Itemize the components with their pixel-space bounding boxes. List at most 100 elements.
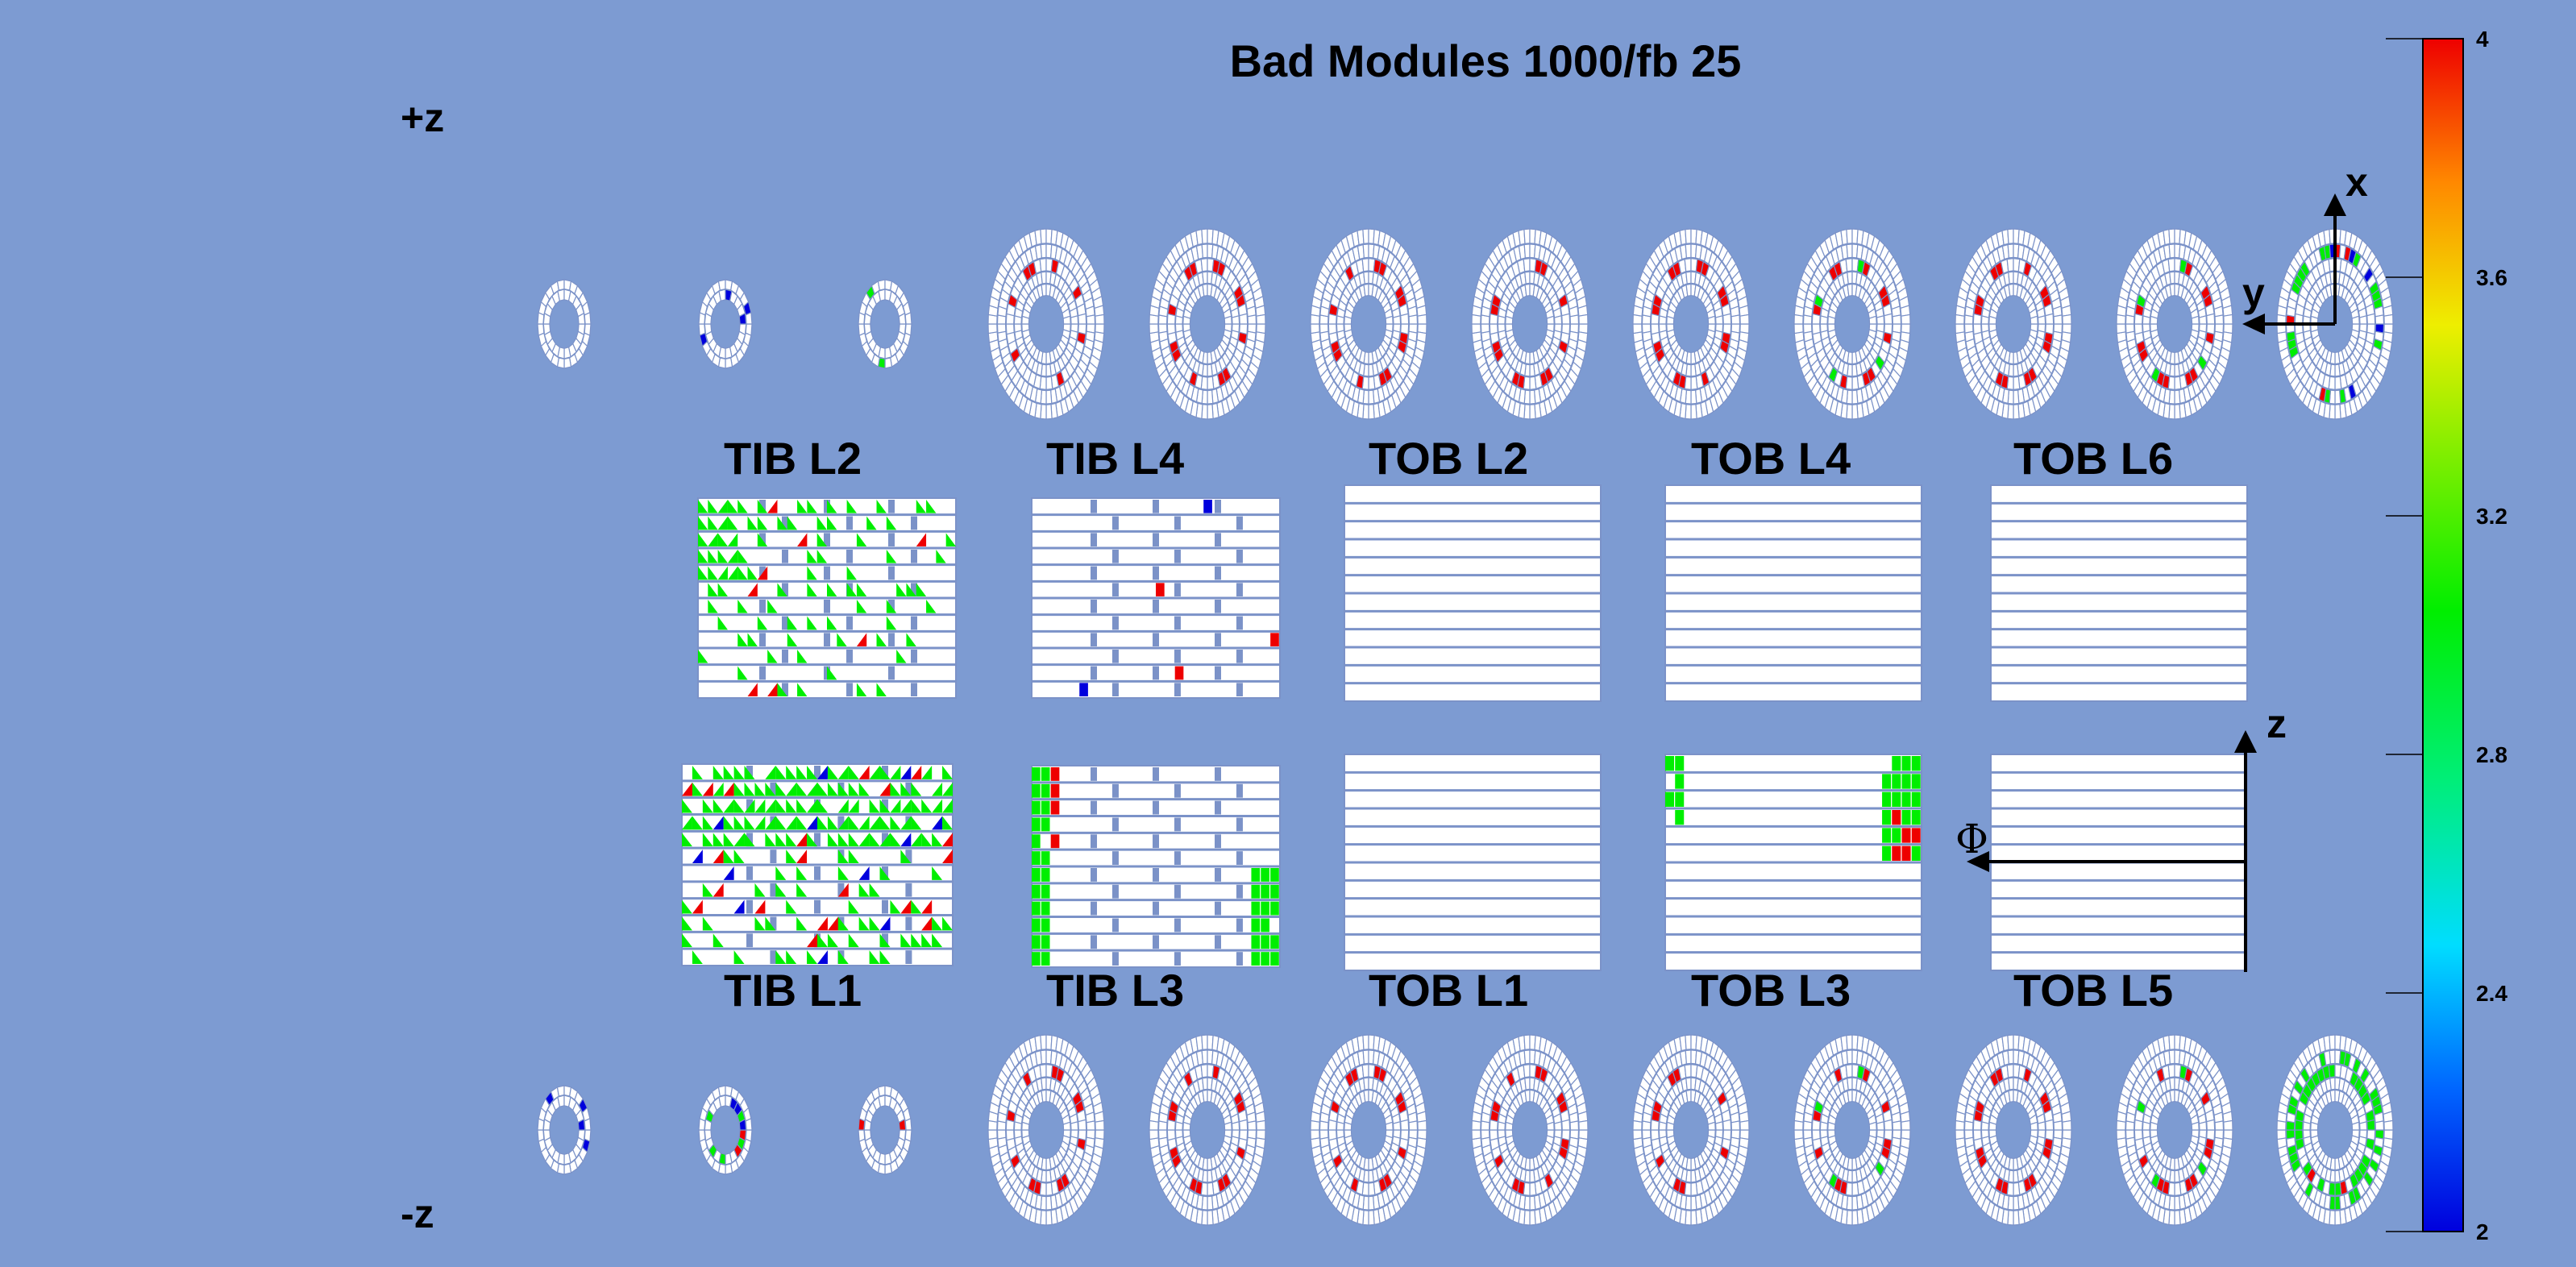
grid-tib-l2 — [697, 497, 957, 699]
grid-tib-l4 — [1031, 497, 1281, 699]
disk-module — [1201, 1049, 1208, 1065]
disk-module — [1045, 1210, 1053, 1226]
disk-module — [1811, 1129, 1821, 1141]
module-gap — [888, 633, 895, 646]
minus-z-label: -z — [401, 1191, 434, 1236]
disk-module — [1802, 323, 1813, 334]
endcap-disks-plus-z — [537, 228, 2394, 420]
disk-plus-z-3 — [858, 279, 912, 369]
disk-module — [563, 357, 572, 369]
module-gap — [911, 516, 917, 530]
disk-module — [1157, 1129, 1168, 1140]
disk-module — [2008, 271, 2014, 285]
disk-module — [1685, 1034, 1692, 1050]
disk-module — [556, 1085, 565, 1097]
module-gap — [911, 650, 917, 663]
module-gap — [1111, 683, 1119, 696]
disk-module — [2013, 363, 2019, 377]
module-gap — [1174, 616, 1181, 630]
disk-module — [1684, 1063, 1692, 1078]
disk-module — [1529, 1169, 1535, 1183]
disk-module — [1685, 243, 1692, 259]
disk-module — [2294, 1129, 2304, 1141]
disk-module — [2037, 315, 2046, 325]
disk-module — [1319, 1129, 1329, 1140]
disk-module — [2174, 376, 2182, 391]
disk-module — [1650, 323, 1660, 335]
disk-module — [858, 1129, 866, 1143]
module-gap — [1091, 633, 1097, 646]
disk-module — [1489, 323, 1498, 335]
disk-module — [1569, 314, 1580, 325]
disk-module — [1578, 1120, 1589, 1131]
disk-module — [1641, 323, 1652, 334]
disk-module — [1876, 315, 1885, 325]
disk-module — [1901, 1120, 1911, 1131]
module-gap — [1215, 800, 1221, 815]
disk-plus-z-2 — [698, 279, 753, 369]
disk-module — [987, 323, 998, 334]
disk-module — [1722, 1119, 1732, 1131]
disk-module — [1529, 1195, 1536, 1211]
module-gap — [905, 916, 912, 931]
module-gap — [1215, 533, 1221, 546]
disk-module — [1045, 1157, 1052, 1171]
disk-module — [2198, 1121, 2208, 1131]
disk-module — [2174, 1169, 2180, 1183]
disk-module — [1658, 323, 1668, 333]
disk-module — [1417, 314, 1427, 325]
disk-module — [2006, 257, 2014, 272]
disk-module — [1884, 1119, 1893, 1131]
disk-module — [1471, 1129, 1481, 1140]
disk-module — [1980, 323, 1990, 333]
disk-module — [1685, 1089, 1692, 1103]
disk-module — [2276, 1129, 2287, 1140]
disk-module — [2223, 1120, 2233, 1131]
disk-module — [1368, 1169, 1374, 1183]
disk-module — [1819, 1129, 1829, 1139]
disk-module — [1362, 1034, 1369, 1050]
disk-module — [2008, 1077, 2014, 1090]
disk-module — [1400, 313, 1410, 325]
disk-module — [2383, 1120, 2394, 1131]
disk-module — [1207, 389, 1214, 405]
disk-module — [1685, 283, 1692, 297]
disk-module — [1361, 1063, 1369, 1078]
disk-module — [698, 1129, 706, 1143]
module-gap — [759, 600, 766, 613]
disk-module — [1310, 323, 1320, 334]
module-gap — [1111, 616, 1119, 630]
label-tib-l4: TIB L4 — [1046, 433, 1184, 484]
grid-tob-l6 — [1990, 484, 2248, 702]
module-gap — [888, 500, 895, 513]
module-gap — [1111, 851, 1119, 865]
disk-module — [2168, 228, 2175, 244]
grid-tob-l2 — [1344, 484, 1602, 702]
disk-module — [1714, 315, 1724, 325]
disk-module — [1368, 1195, 1375, 1211]
disk-module — [563, 1163, 572, 1175]
disk-module — [1524, 283, 1531, 297]
module-gap — [1091, 533, 1097, 546]
disk-module — [2169, 283, 2175, 297]
disk-module — [1247, 314, 1257, 325]
disk-module — [1363, 1089, 1369, 1103]
disk-module — [2374, 314, 2385, 325]
label-tob-l5: TOB L5 — [2013, 965, 2173, 1016]
disk-module — [745, 1117, 753, 1131]
disk-module — [1851, 1195, 1859, 1211]
disk-module — [698, 323, 706, 337]
disk-module — [537, 1129, 545, 1143]
disk-module — [1336, 1129, 1345, 1139]
disk-module — [2329, 1089, 2336, 1103]
disk-module — [1972, 1129, 1982, 1141]
disk-module — [2006, 1063, 2014, 1078]
disk-module — [2174, 363, 2180, 377]
disk-module — [2168, 243, 2175, 259]
module-gap — [1091, 600, 1097, 613]
module-gap — [746, 933, 753, 948]
module-gap — [1153, 600, 1159, 613]
disk-plus-z-5 — [1149, 228, 1266, 420]
disk-module — [1739, 314, 1750, 325]
disk-module — [2013, 376, 2021, 391]
